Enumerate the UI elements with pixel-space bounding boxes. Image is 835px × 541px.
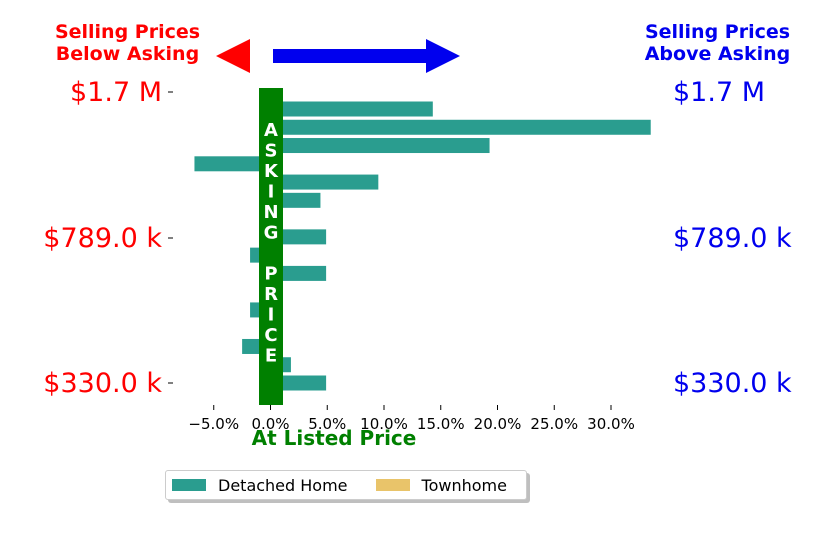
x-axis-ticks: −5.0% 0.0% 5.0% 10.0% 15.0% 20.0% 25.0% 30.0%: [188, 405, 635, 433]
legend-swatch-townhome: [375, 479, 410, 491]
price-label-left-middle: $789.0 k: [43, 223, 162, 254]
asking-price-letter: K: [264, 161, 279, 182]
right-arrow-icon: [273, 39, 460, 73]
legend: Detached Home Townhome: [165, 470, 527, 500]
asking-price-letter: C: [264, 325, 277, 346]
bar-detached-home: [194, 156, 271, 172]
price-label-right-bottom: $330.0 k: [673, 368, 792, 399]
left-arrow-icon: [216, 39, 250, 73]
asking-price-letter: I: [268, 305, 275, 326]
price-label-left-bottom: $330.0 k: [43, 368, 162, 399]
asking-price-letter: G: [264, 223, 279, 244]
x-tick-label: 25.0%: [530, 415, 578, 433]
x-tick-label: 15.0%: [417, 415, 465, 433]
price-label-right-top: $1.7 M: [673, 77, 765, 108]
legend-item-townhome: Townhome: [370, 476, 507, 495]
price-label-left-top: $1.7 M: [70, 77, 162, 108]
bar-detached-home: [270, 101, 433, 117]
asking-price-letter: E: [265, 346, 277, 367]
x-tick-label: −5.0%: [188, 415, 239, 433]
asking-price-bar: [259, 88, 283, 405]
bar-detached-home: [270, 174, 379, 190]
y-tick-marks: [168, 91, 173, 384]
bar-detached-home: [270, 138, 490, 154]
legend-label-detached: Detached Home: [218, 475, 348, 495]
x-tick-label: 30.0%: [587, 415, 635, 433]
asking-price-letter: A: [264, 120, 278, 141]
asking-price-letter: N: [263, 202, 278, 223]
at-listed-price-label: At Listed Price: [251, 426, 417, 450]
asking-price-letter: R: [264, 284, 278, 305]
asking-price-letter: P: [264, 264, 277, 285]
below-asking-line-2: Below Asking: [55, 43, 200, 65]
asking-price-letter: S: [265, 141, 278, 162]
price-label-right-middle: $789.0 k: [673, 223, 792, 254]
x-tick-label: 0.0%: [251, 415, 289, 433]
above-asking-line-1: Selling Prices: [644, 21, 791, 43]
above-asking-header: Selling Prices Above Asking: [630, 21, 805, 65]
legend-swatch-detached: [172, 479, 206, 491]
bar-detached-home: [270, 265, 327, 281]
bar-detached-home: [270, 375, 327, 391]
x-tick-label: 10.0%: [360, 415, 408, 433]
below-asking-line-1: Selling Prices: [54, 21, 201, 43]
bar-detached-home: [270, 119, 651, 135]
legend-item-detached: Detached Home: [166, 476, 348, 495]
legend-label-townhome: Townhome: [421, 475, 507, 495]
above-asking-line-2: Above Asking: [644, 43, 791, 65]
below-asking-header: Selling Prices Below Asking: [40, 21, 215, 65]
x-tick-label: 20.0%: [474, 415, 522, 433]
x-tick-label: 5.0%: [308, 415, 346, 433]
asking-price-letter: I: [268, 182, 275, 203]
bar-detached-home: [270, 229, 327, 245]
